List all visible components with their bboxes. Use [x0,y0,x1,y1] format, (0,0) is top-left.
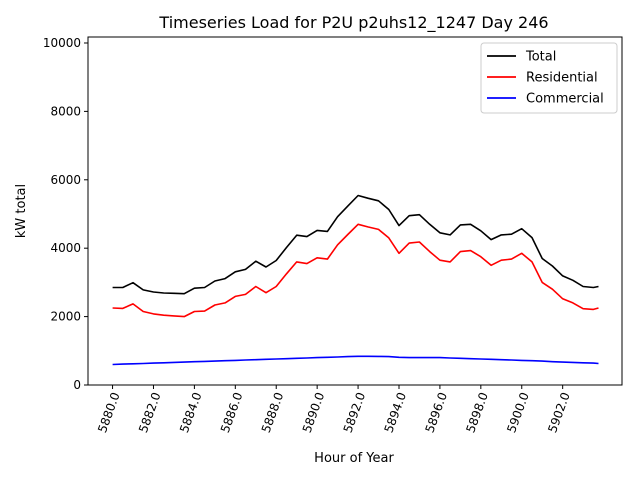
x-tick-label: 5894.0 [382,390,410,434]
series-line-residential [112,223,599,318]
x-tick-label: 5892.0 [341,390,369,434]
plot-frame [87,36,623,386]
y-tick-label: 8000 [50,104,81,118]
legend-label-total: Total [525,50,556,65]
series-line-total [112,194,599,295]
x-tick-label: 5880.0 [95,390,123,434]
x-tick-label: 5884.0 [177,390,205,434]
x-tick-label: 5898.0 [463,390,491,434]
legend-label-residential: Residential [526,71,598,86]
x-tick-label: 5882.0 [136,390,164,434]
chart-title: Timeseries Load for P2U p2uhs12_1247 Day… [158,13,548,33]
y-axis: 0 2000 4000 6000 8000 10000 [43,36,88,392]
y-tick-label: 4000 [50,241,81,255]
y-axis-label: kW total [14,184,29,238]
y-tick-label: 0 [73,378,81,392]
legend: Total Residential Commercial [480,42,618,114]
y-tick-label: 10000 [43,36,81,50]
x-axis-label: Hour of Year [314,451,394,466]
y-tick-label: 6000 [50,173,81,187]
legend-label-commercial: Commercial [526,92,604,107]
x-tick-label: 5890.0 [300,390,328,434]
legend-box [480,42,618,114]
x-tick-label: 5902.0 [545,390,573,434]
x-tick-label: 5886.0 [218,390,246,434]
x-tick-label: 5896.0 [422,390,450,434]
x-tick-label: 5900.0 [504,390,532,434]
x-axis: 5880.0 5882.0 5884.0 5886.0 5888.0 5890.0 5892… [95,385,573,435]
series-layer [112,194,599,366]
x-tick-label: 5888.0 [259,390,287,434]
series-line-commercial [112,355,599,366]
y-tick-label: 2000 [50,310,81,324]
